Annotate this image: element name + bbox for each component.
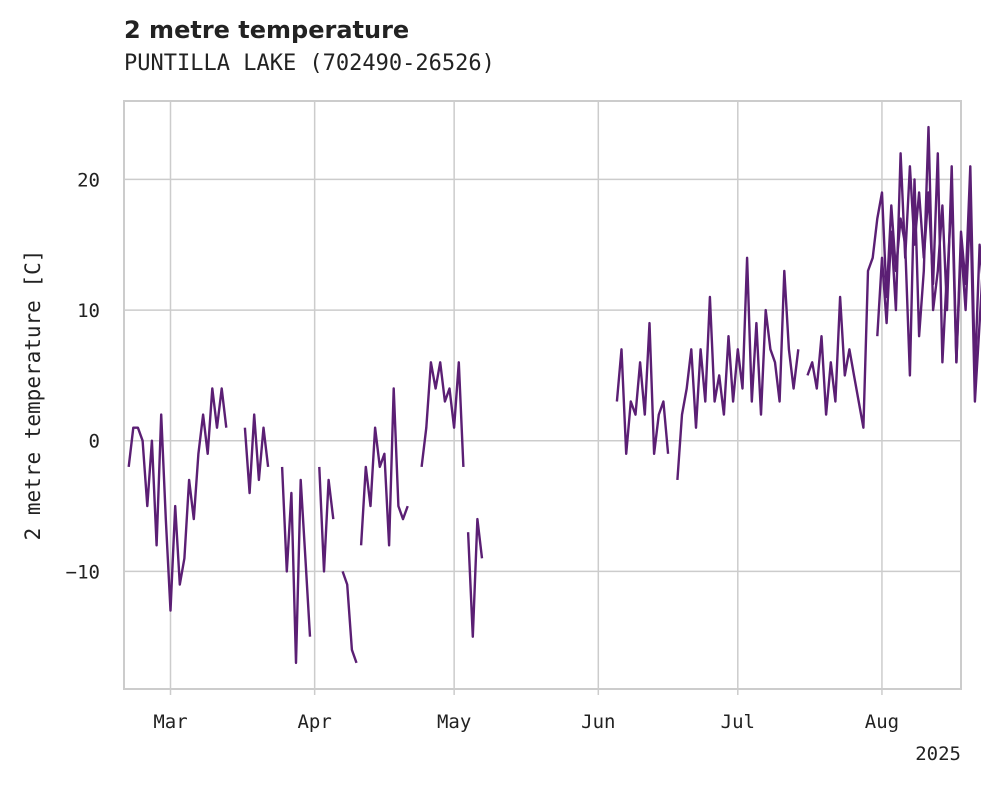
y-axis-ticks: −10 0 10 20 — [66, 169, 100, 583]
series-line — [243, 413, 270, 495]
x-axis-ticks: Mar Apr May Jun Jul Aug — [153, 689, 899, 733]
series-line — [318, 466, 335, 573]
series-line — [676, 256, 800, 480]
series-line — [466, 517, 484, 638]
y-axis-label: 2 metre temperature [C] — [21, 250, 45, 541]
y-tick-label: 20 — [77, 169, 100, 191]
series-line — [127, 387, 228, 612]
x-tick-label: Aug — [865, 711, 899, 733]
y-tick-label: −10 — [66, 561, 100, 583]
chart-title: 2 metre temperature — [124, 16, 410, 44]
chart-subtitle: PUNTILLA LAKE (702490-26526) — [124, 51, 495, 76]
series-lines — [127, 125, 981, 665]
x-tick-label: May — [437, 711, 471, 733]
series-line — [615, 321, 670, 455]
series-line — [420, 361, 465, 468]
y-tick-label: 0 — [89, 431, 100, 453]
series-line — [945, 191, 981, 403]
x-tick-label: Jun — [581, 711, 615, 733]
plot-frame — [123, 100, 962, 690]
series-line — [280, 466, 312, 665]
series-line — [806, 125, 981, 429]
x-tick-label: Jul — [721, 711, 755, 733]
x-axis-year-label: 2025 — [915, 743, 961, 765]
series-line — [341, 571, 358, 664]
series-line — [876, 152, 949, 364]
x-tick-label: Mar — [153, 711, 187, 733]
x-tick-label: Apr — [297, 711, 331, 733]
y-tick-label: 10 — [77, 300, 100, 322]
series-line — [359, 387, 409, 547]
